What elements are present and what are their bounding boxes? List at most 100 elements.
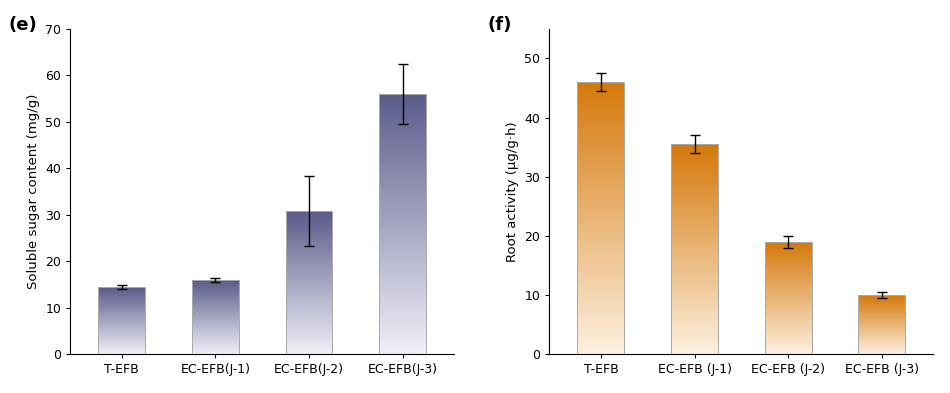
Bar [578, 242, 624, 244]
Bar [379, 301, 426, 302]
Bar [671, 228, 718, 229]
Bar [671, 146, 718, 147]
Bar [578, 320, 624, 321]
Bar [379, 257, 426, 258]
Bar [671, 279, 718, 280]
Bar [671, 213, 718, 214]
Bar [671, 195, 718, 196]
Bar [671, 222, 718, 223]
Bar [578, 258, 624, 259]
Bar [671, 328, 718, 329]
Bar [379, 290, 426, 291]
Bar [671, 185, 718, 186]
Bar [671, 224, 718, 225]
Bar [671, 282, 718, 283]
Bar [286, 332, 332, 333]
Bar [671, 202, 718, 203]
Bar [286, 268, 332, 269]
Bar [671, 176, 718, 177]
Bar [671, 334, 718, 335]
Bar [286, 294, 332, 295]
Bar [379, 149, 426, 150]
Bar [286, 261, 332, 262]
Bar [671, 290, 718, 291]
Bar [578, 230, 624, 231]
Bar [671, 277, 718, 278]
Bar [578, 165, 624, 167]
Bar [379, 310, 426, 311]
Bar [578, 150, 624, 151]
Bar [671, 159, 718, 160]
Bar [578, 218, 624, 219]
Bar [578, 255, 624, 256]
Bar [379, 129, 426, 130]
Bar [671, 255, 718, 256]
Bar [286, 212, 332, 213]
Bar [578, 138, 624, 139]
Bar [379, 288, 426, 289]
Bar [578, 82, 624, 354]
Text: (f): (f) [488, 16, 512, 34]
Bar [578, 334, 624, 335]
Bar [379, 292, 426, 293]
Bar [671, 190, 718, 191]
Bar [578, 167, 624, 168]
Bar [286, 303, 332, 304]
Bar [578, 241, 624, 242]
Bar [578, 280, 624, 281]
Bar [671, 326, 718, 327]
Bar [379, 247, 426, 248]
Bar [578, 111, 624, 112]
Bar [578, 286, 624, 287]
Bar [379, 204, 426, 205]
Bar [379, 103, 426, 104]
Bar [578, 114, 624, 115]
Bar [379, 230, 426, 231]
Bar [671, 241, 718, 242]
Bar [379, 233, 426, 235]
Bar [671, 223, 718, 224]
Bar [578, 249, 624, 250]
Bar [286, 280, 332, 281]
Bar [379, 291, 426, 292]
Bar [379, 205, 426, 206]
Bar [671, 265, 718, 266]
Bar [286, 314, 332, 315]
Bar [671, 205, 718, 206]
Bar [286, 217, 332, 218]
Bar [671, 325, 718, 326]
Bar [379, 212, 426, 213]
Bar [578, 329, 624, 330]
Bar [578, 294, 624, 295]
Bar [578, 292, 624, 294]
Bar [286, 239, 332, 240]
Bar [765, 242, 811, 354]
Bar [578, 113, 624, 114]
Bar [286, 344, 332, 345]
Bar [286, 329, 332, 330]
Bar [286, 308, 332, 309]
Bar [286, 318, 332, 319]
Bar [286, 218, 332, 219]
Bar [379, 214, 426, 215]
Bar [379, 248, 426, 249]
Bar [379, 249, 426, 250]
Bar [379, 140, 426, 141]
Bar [379, 148, 426, 149]
Bar [286, 307, 332, 308]
Bar [671, 235, 718, 236]
Bar [379, 231, 426, 232]
Bar [671, 198, 718, 199]
Bar [379, 200, 426, 201]
Bar [286, 264, 332, 265]
Bar [286, 276, 332, 277]
Bar [671, 238, 718, 239]
Bar [578, 124, 624, 125]
Bar [578, 112, 624, 113]
Bar [286, 353, 332, 354]
Bar [578, 233, 624, 235]
Bar [578, 148, 624, 149]
Bar [671, 181, 718, 182]
Bar [286, 327, 332, 328]
Bar [379, 262, 426, 263]
